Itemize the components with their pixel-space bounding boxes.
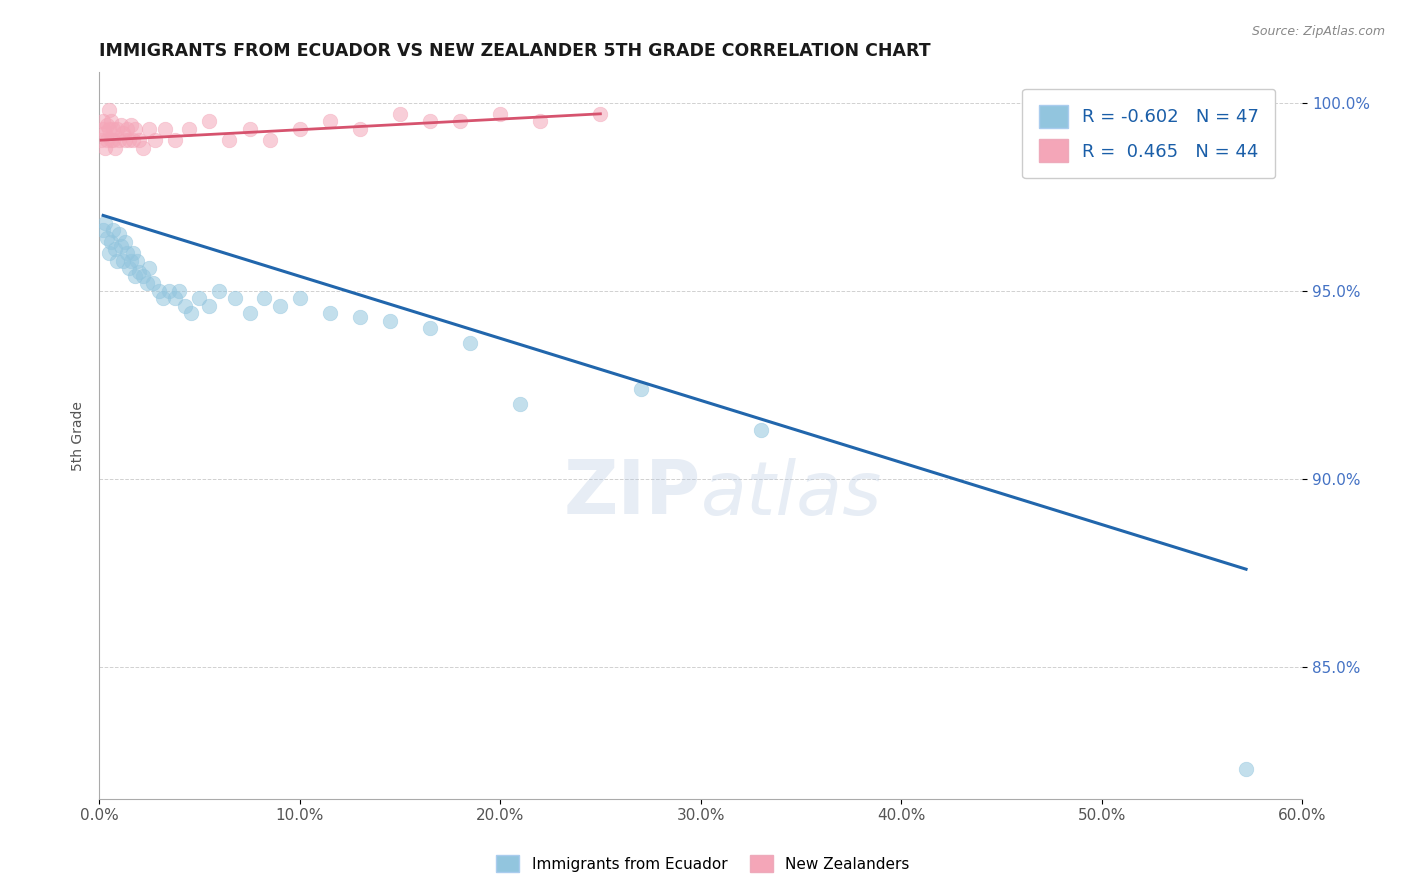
Point [208, 284, 231, 298]
Point [288, 291, 311, 305]
Point [252, 291, 274, 305]
Point [319, 306, 342, 320]
Point [509, 396, 531, 410]
Point [749, 423, 772, 437]
Legend: Immigrants from Ecuador, New Zealanders: Immigrants from Ecuador, New Zealanders [489, 847, 917, 880]
Point [132, 141, 155, 155]
Text: ZIP: ZIP [564, 458, 700, 530]
Point [288, 121, 311, 136]
Point [118, 261, 141, 276]
Point [104, 141, 127, 155]
Point [136, 276, 159, 290]
Point [100, 133, 122, 147]
Point [120, 253, 142, 268]
Point [143, 133, 166, 147]
Point [419, 114, 441, 128]
Point [110, 118, 132, 132]
Text: Source: ZipAtlas.com: Source: ZipAtlas.com [1251, 25, 1385, 38]
Point [110, 238, 132, 252]
Point [96, 231, 118, 245]
Point [118, 133, 141, 147]
Point [100, 114, 122, 128]
Point [529, 114, 551, 128]
Point [98, 121, 121, 136]
Point [198, 114, 221, 128]
Point [101, 223, 124, 237]
Point [165, 133, 187, 147]
Point [127, 253, 149, 268]
Point [269, 299, 291, 313]
Point [218, 133, 240, 147]
Point [91, 121, 114, 136]
Point [198, 299, 221, 313]
Point [128, 133, 150, 147]
Point [179, 121, 201, 136]
Point [238, 306, 260, 320]
Point [378, 314, 401, 328]
Point [174, 299, 197, 313]
Point [169, 284, 191, 298]
Point [115, 121, 138, 136]
Point [458, 336, 481, 351]
Point [114, 133, 136, 147]
Point [101, 121, 124, 136]
Point [98, 103, 121, 117]
Point [96, 133, 118, 147]
Point [105, 253, 128, 268]
Point [148, 284, 170, 298]
Point [91, 223, 114, 237]
Point [449, 114, 471, 128]
Point [152, 291, 174, 305]
Point [124, 121, 146, 136]
Point [132, 268, 155, 283]
Point [238, 121, 260, 136]
Legend: R = -0.602   N = 47, R =  0.465   N = 44: R = -0.602 N = 47, R = 0.465 N = 44 [1022, 88, 1275, 178]
Point [128, 265, 150, 279]
Point [120, 118, 142, 132]
Point [388, 107, 411, 121]
Point [115, 246, 138, 260]
Point [419, 321, 441, 335]
Point [94, 141, 117, 155]
Point [104, 242, 127, 256]
Point [108, 227, 131, 242]
Point [112, 253, 135, 268]
Point [1234, 762, 1257, 776]
Point [157, 284, 180, 298]
Point [94, 126, 117, 140]
Point [349, 121, 371, 136]
Point [259, 133, 281, 147]
Point [114, 235, 136, 249]
Point [108, 133, 131, 147]
Point [138, 121, 160, 136]
Point [105, 121, 128, 136]
Point [101, 133, 124, 147]
Point [91, 114, 114, 128]
Text: IMMIGRANTS FROM ECUADOR VS NEW ZEALANDER 5TH GRADE CORRELATION CHART: IMMIGRANTS FROM ECUADOR VS NEW ZEALANDER… [100, 42, 931, 60]
Point [100, 235, 122, 249]
Point [142, 276, 165, 290]
Point [224, 291, 246, 305]
Y-axis label: 5th Grade: 5th Grade [72, 401, 86, 470]
Point [349, 310, 371, 324]
Point [90, 133, 112, 147]
Text: atlas: atlas [700, 458, 882, 530]
Point [180, 306, 202, 320]
Point [630, 382, 652, 396]
Point [489, 107, 512, 121]
Point [122, 246, 145, 260]
Point [319, 114, 342, 128]
Point [96, 118, 118, 132]
Point [138, 261, 160, 276]
Point [98, 246, 121, 260]
Point [155, 121, 177, 136]
Point [94, 216, 117, 230]
Point [122, 133, 145, 147]
Point [112, 126, 135, 140]
Point [589, 107, 612, 121]
Point [188, 291, 211, 305]
Point [165, 291, 187, 305]
Point [124, 268, 146, 283]
